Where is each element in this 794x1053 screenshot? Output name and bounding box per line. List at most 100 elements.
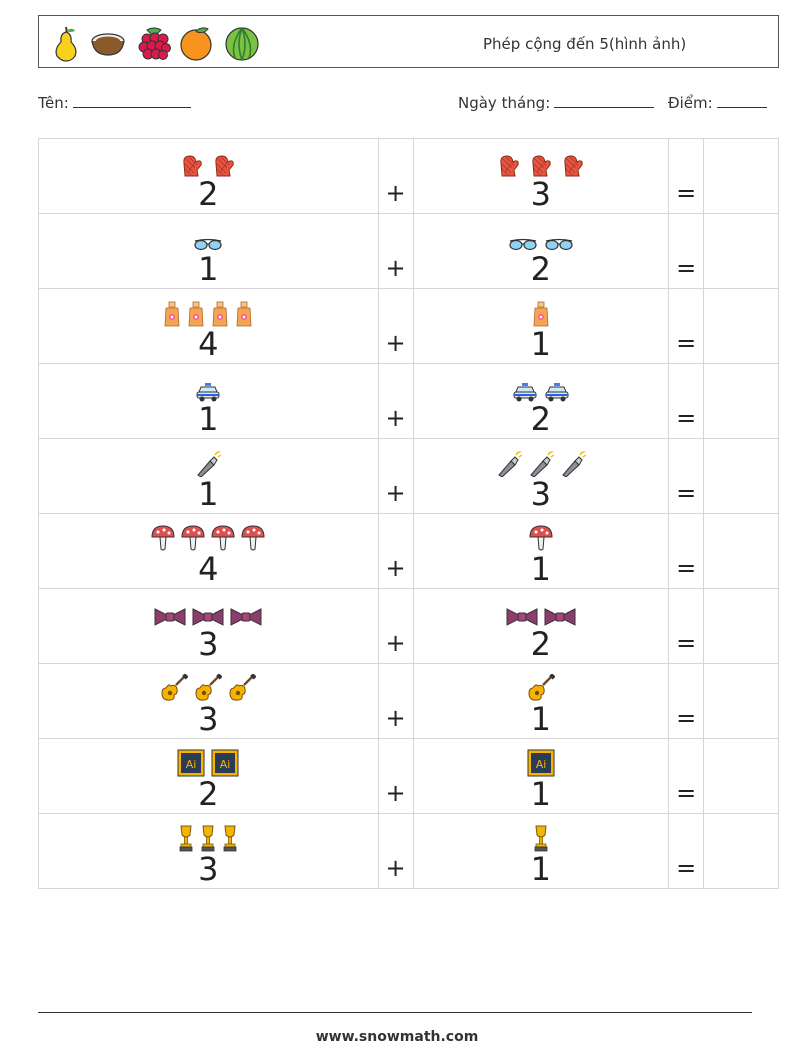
second-operand-icons: [414, 299, 669, 327]
equals-sign: =: [668, 213, 705, 289]
date-line[interactable]: [554, 94, 655, 108]
first-operand: 3: [38, 663, 379, 739]
plus-sign: +: [377, 288, 414, 364]
score-line[interactable]: [716, 94, 767, 108]
second-number: 1: [530, 850, 551, 888]
plus-sign: +: [377, 513, 414, 589]
raspberry-icon: [138, 27, 171, 60]
name-label: Tên:: [38, 94, 69, 112]
equals-sign: =: [668, 438, 705, 514]
answer-cell[interactable]: [703, 513, 779, 589]
second-operand: 1: [412, 813, 670, 889]
first-operand: 3: [38, 588, 379, 664]
problem-row: 1 +3 =: [38, 438, 779, 514]
first-number: 4: [198, 550, 219, 588]
second-operand: 2: [412, 213, 670, 289]
second-operand: 3: [412, 438, 670, 514]
guitar-icon: [161, 674, 189, 701]
illustrator-icon: Ai: [211, 749, 239, 777]
sunscreen-icon: [164, 301, 180, 327]
equals-sign: =: [668, 363, 705, 439]
second-operand-icons: [414, 674, 669, 702]
second-operand-icons: Ai: [414, 749, 669, 777]
svg-text:Ai: Ai: [220, 758, 231, 771]
first-operand-icons: [39, 449, 378, 477]
second-operand-icons: [414, 599, 669, 627]
answer-cell[interactable]: [703, 363, 779, 439]
sunscreen-icon: [212, 301, 228, 327]
mitten-icon: [183, 155, 202, 177]
problem-row: 1 +2 =: [38, 213, 779, 289]
second-number: 3: [530, 175, 551, 213]
second-operand-icons: [414, 374, 669, 402]
police-car-icon: [513, 383, 537, 402]
first-number: 3: [198, 850, 219, 888]
second-number: 2: [530, 400, 551, 438]
equals-sign: =: [668, 138, 705, 214]
answer-cell[interactable]: [703, 288, 779, 364]
second-operand-icons: [414, 824, 669, 852]
second-operand: 2: [412, 588, 670, 664]
second-number: 2: [530, 250, 551, 288]
name-line[interactable]: [72, 94, 191, 108]
plus-sign: +: [377, 363, 414, 439]
bow-tie-icon: [154, 608, 186, 626]
first-operand-icons: [39, 149, 378, 177]
answer-cell[interactable]: [703, 438, 779, 514]
second-operand: 3: [412, 138, 670, 214]
first-operand: 1: [38, 213, 379, 289]
answer-cell[interactable]: [703, 738, 779, 814]
mitten-icon: [564, 155, 583, 177]
first-operand: 4: [38, 513, 379, 589]
score-field: Điểm:: [668, 94, 767, 112]
police-car-icon: [196, 383, 220, 402]
first-operand: 3: [38, 813, 379, 889]
svg-text:Ai: Ai: [186, 758, 197, 771]
flashlight-icon: [498, 451, 522, 477]
second-number: 1: [530, 325, 551, 363]
first-number: 4: [198, 325, 219, 363]
second-operand: Ai 1: [412, 738, 670, 814]
first-number: 1: [198, 250, 219, 288]
first-operand: 2: [38, 138, 379, 214]
first-number: 1: [198, 475, 219, 513]
first-operand: 1: [38, 363, 379, 439]
date-field: Ngày tháng:: [458, 94, 655, 112]
trophy-icon: [179, 825, 193, 852]
flashlight-icon: [197, 451, 222, 477]
trophy-icon: [223, 825, 237, 852]
watermelon-icon: [225, 27, 259, 61]
answer-cell[interactable]: [703, 588, 779, 664]
answer-cell[interactable]: [703, 138, 779, 214]
bow-tie-icon: [506, 608, 538, 626]
second-operand-icons: [414, 224, 669, 252]
plus-sign: +: [377, 738, 414, 814]
first-operand-icons: [39, 224, 378, 252]
first-operand-icons: [39, 299, 378, 327]
answer-cell[interactable]: [703, 813, 779, 889]
answer-cell[interactable]: [703, 213, 779, 289]
plus-sign: +: [377, 213, 414, 289]
mushroom-icon: [241, 525, 265, 551]
pear-icon: [55, 26, 77, 62]
problem-row: 4 +1 =: [38, 288, 779, 364]
flashlight-icon: [530, 451, 554, 477]
equals-sign: =: [668, 513, 705, 589]
sunscreen-icon: [533, 301, 549, 327]
guitar-icon: [229, 674, 257, 701]
illustrator-icon: Ai: [527, 749, 555, 777]
name-field: Tên:: [38, 94, 191, 112]
trophy-icon: [534, 825, 548, 852]
mitten-icon: [215, 155, 234, 177]
first-operand-icons: Ai Ai: [39, 749, 378, 777]
footer-url[interactable]: www.snowmath.com: [315, 1029, 479, 1045]
glasses-icon: [545, 238, 573, 251]
illustrator-icon: Ai: [177, 749, 205, 777]
second-operand-icons: [414, 149, 669, 177]
second-number: 1: [530, 550, 551, 588]
answer-cell[interactable]: [703, 663, 779, 739]
police-car-icon: [545, 383, 569, 402]
second-number: 1: [530, 700, 551, 738]
equals-sign: =: [668, 738, 705, 814]
plus-sign: +: [377, 588, 414, 664]
